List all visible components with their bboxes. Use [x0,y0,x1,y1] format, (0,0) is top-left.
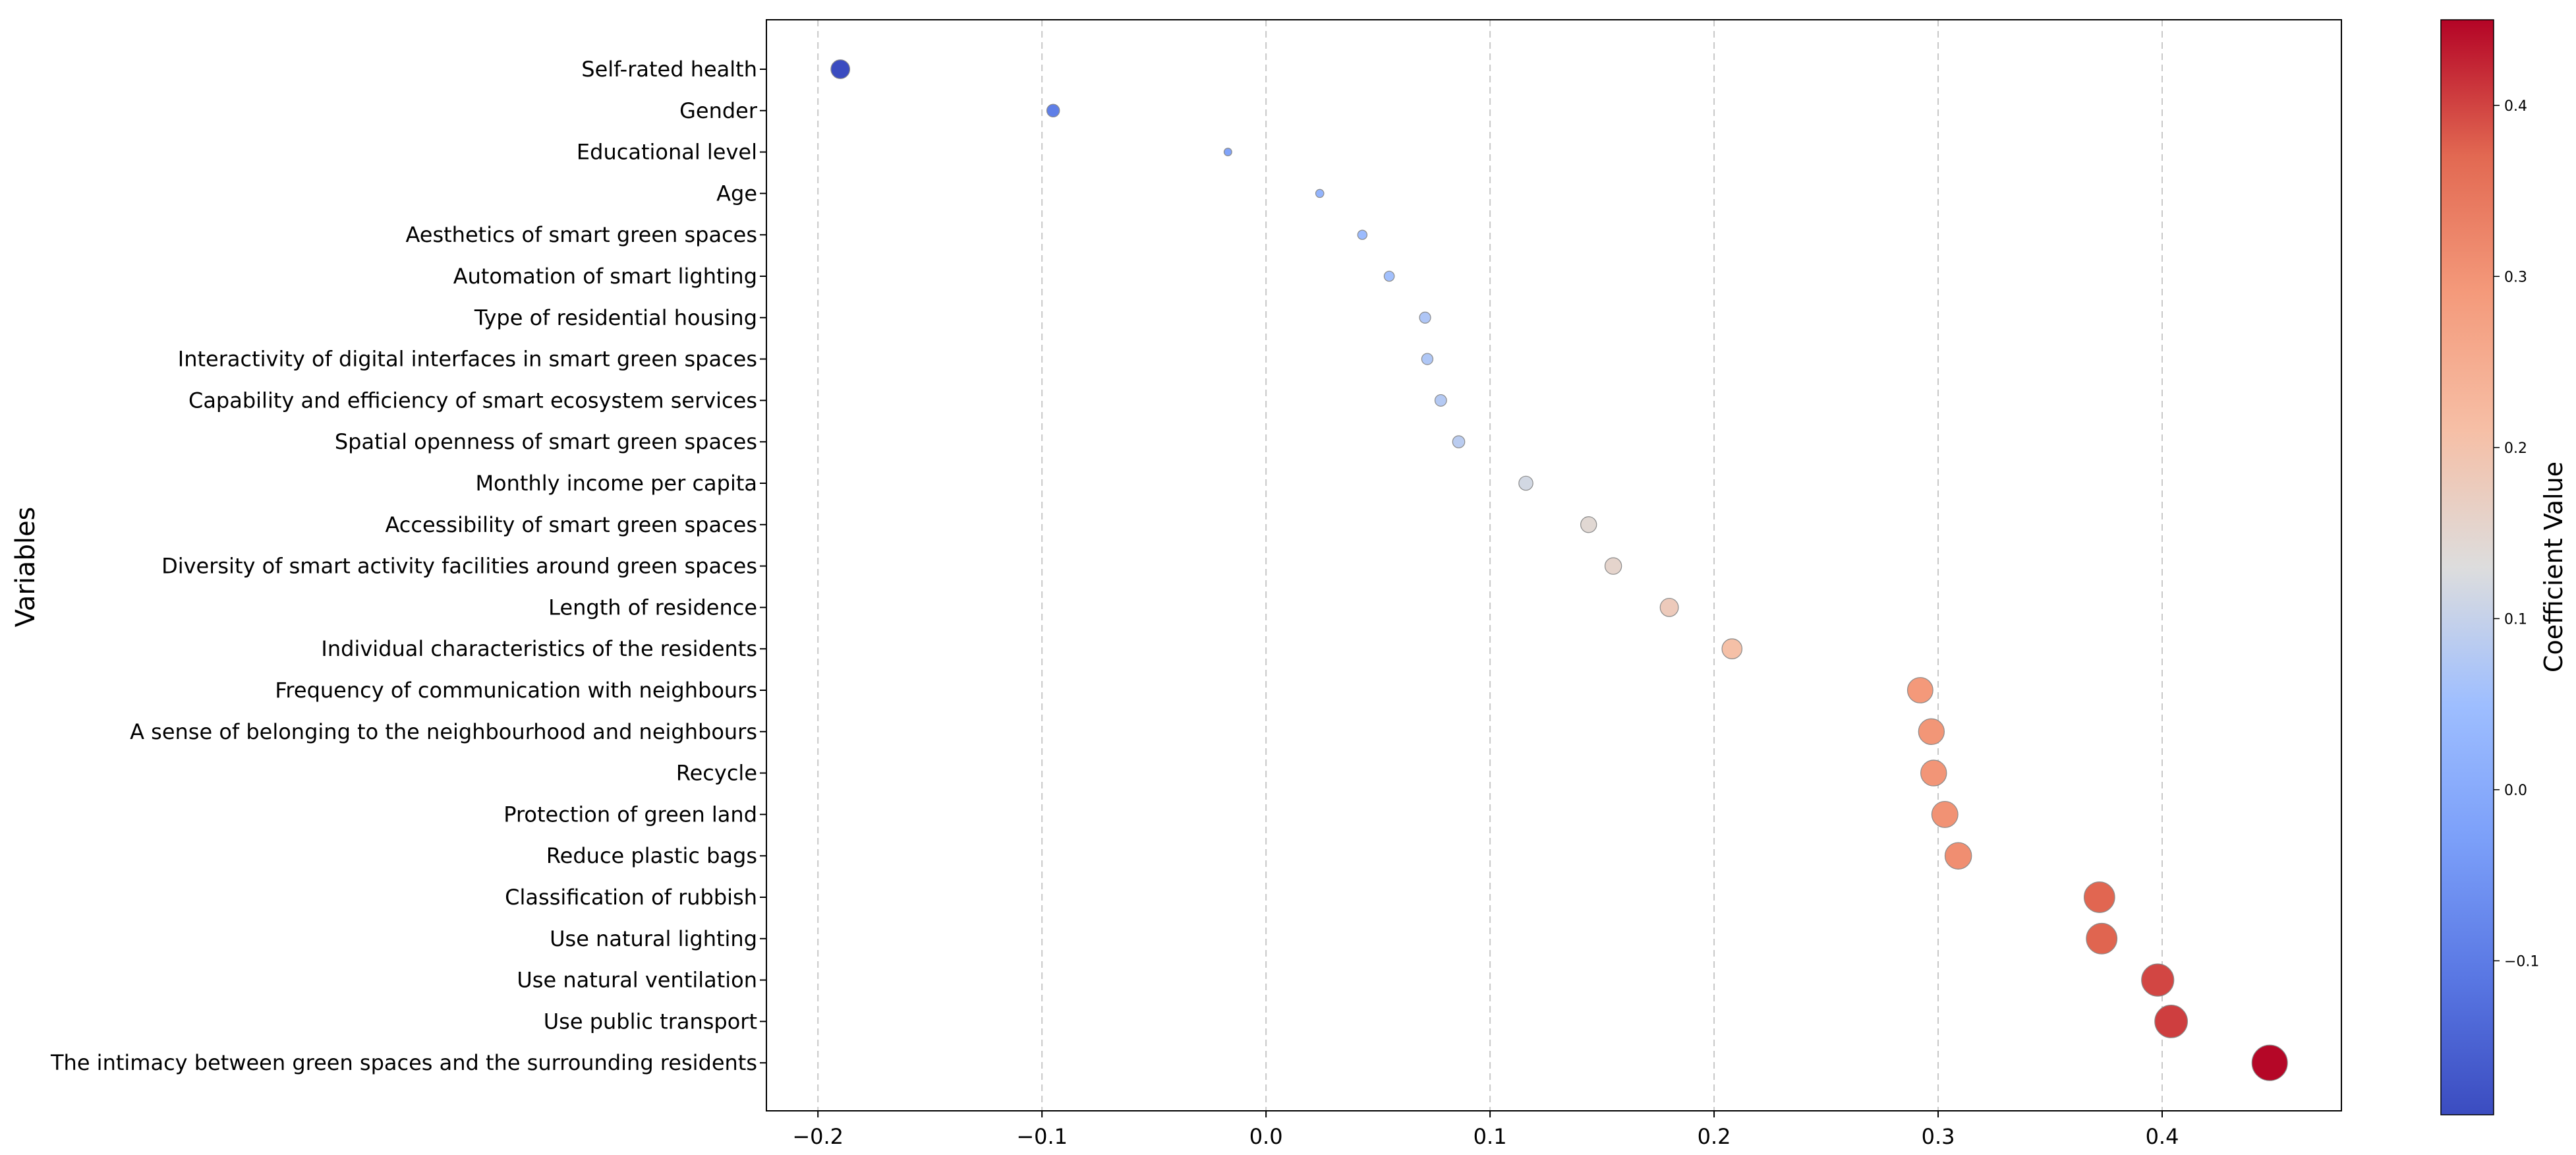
data-point [2154,1005,2189,1038]
y-tick-label: Reduce plastic bags [546,843,757,868]
y-tick-label: Protection of green land [503,802,757,827]
y-axis-label: Variables [11,507,41,628]
y-tick-label: Educational level [577,140,757,165]
data-point [1920,759,1947,786]
colorbar-ticks: −0.1 0.0 0.1 0.2 0.3 0.4 [2494,98,2539,970]
y-tick-label: Type of residential housing [474,305,757,330]
y-tick-label: Monthly income per capita [475,471,757,496]
x-tick-label: 0.4 [2146,1124,2179,1149]
colorbar [2440,19,2494,1115]
data-point [1357,229,1368,240]
colorbar-tick-label: 0.0 [2504,783,2527,799]
colorbar-label: Coefficient Value [2539,461,2568,672]
y-tick-label: Age [716,181,757,206]
colorbar-tick-label: 0.4 [2504,98,2527,115]
y-tick-label: Length of residence [548,595,757,620]
data-point [1931,800,1959,828]
data-point [1223,148,1232,157]
data-point [1434,394,1447,407]
y-tick-label: The intimacy between green spaces and th… [50,1050,757,1075]
data-point [1518,475,1533,491]
x-tick-label: 0.0 [1249,1124,1283,1149]
data-point [1721,638,1743,659]
y-tick-label: Individual characteristics of the reside… [321,636,757,661]
colorbar-tick-label: 0.1 [2504,611,2527,628]
x-tick-label: 0.1 [1474,1124,1507,1149]
y-tick-label: A sense of belonging to the neighbourhoo… [130,719,757,744]
data-point [1918,718,1945,745]
data-point [1944,842,1972,870]
data-point [2251,1044,2288,1081]
y-tick-label: Accessibility of smart green spaces [385,512,757,537]
x-tick-label: 0.3 [1922,1124,1955,1149]
colorbar-tick-label: 0.2 [2504,440,2527,457]
data-point [1421,353,1434,365]
data-point [1315,189,1325,198]
axis-ticks: −0.2 −0.1 0.0 0.1 0.2 0.3 0.4 Self-rated health… [50,57,2179,1149]
y-tick-label: Spatial openness of smart green spaces [335,429,757,454]
data-points [830,59,2288,1081]
colorbar-tick-label: 0.3 [2504,269,2527,285]
y-tick-label: Aesthetics of smart green spaces [405,222,757,247]
data-point [830,59,851,79]
y-tick-label: Automation of smart lighting [453,264,757,289]
data-point [1046,104,1060,118]
y-tick-label: Use natural ventilation [517,968,757,993]
y-tick-label: Classification of rubbish [505,885,757,910]
data-point [2141,963,2175,997]
data-point [1419,311,1431,324]
data-point [2084,881,2115,913]
data-point [1452,435,1466,449]
x-tick-label: −0.1 [1016,1124,1068,1149]
data-point [1383,270,1395,282]
data-point [2086,922,2118,955]
data-point [1580,516,1597,533]
y-tick-label: Frequency of communication with neighbou… [275,678,757,703]
colorbar-tick-label: −0.1 [2504,953,2539,970]
grid-lines [817,20,2163,1111]
y-tick-label: Use natural lighting [550,926,757,951]
plot-frame [766,19,2342,1111]
y-tick-label: Recycle [676,761,757,786]
x-tick-label: 0.2 [1698,1124,1731,1149]
y-tick-label: Capability and efficiency of smart ecosy… [188,388,757,413]
y-tick-label: Self-rated health [581,57,757,82]
data-point [1659,597,1679,617]
y-tick-label: Gender [679,98,758,123]
data-point [1604,557,1622,575]
y-tick-label: Diversity of smart activity facilities a… [161,554,757,579]
y-tick-label: Use public transport [544,1009,757,1034]
data-point [1906,677,1933,703]
y-tick-label: Interactivity of digital interfaces in s… [178,347,757,372]
x-tick-label: −0.2 [792,1124,844,1149]
